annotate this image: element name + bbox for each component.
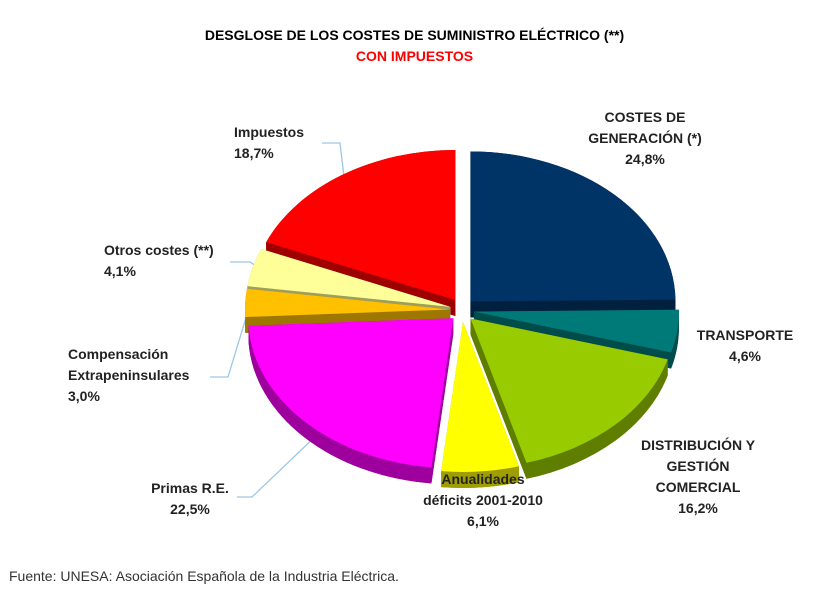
category-label: COSTES DE GENERACIÓN (*) <box>588 109 702 146</box>
leader-line <box>322 142 346 186</box>
value-label: 4,6% <box>729 348 761 364</box>
value-label: 18,7% <box>234 145 274 161</box>
category-label: Compensación Extrapeninsulares <box>68 346 190 383</box>
slice-label: Otros costes (**) 4,1% <box>104 240 324 282</box>
leader-line <box>237 431 321 498</box>
chart-subtitle: CON IMPUESTOS <box>355 48 474 64</box>
slice-label: Anualidades déficits 2001-2010 6,1% <box>373 469 593 532</box>
category-label: Primas R.E. <box>151 480 229 496</box>
slice-group <box>441 321 519 488</box>
chart-title: DESGLOSE DE LOS COSTES DE SUMINISTRO ELÉ… <box>204 27 625 43</box>
slice <box>247 248 451 307</box>
slice <box>473 309 679 353</box>
slice-rim <box>248 325 432 484</box>
slice-rim <box>441 466 519 488</box>
value-label: 22,5% <box>170 501 210 517</box>
slice-label: Primas R.E. 22,5% <box>80 478 300 520</box>
category-label: DISTRIBUCIÓN Y GESTIÓN COMERCIAL <box>640 437 756 495</box>
value-label: 24,8% <box>625 151 665 167</box>
slice-rim <box>526 359 668 479</box>
slice-label: Compensación Extrapeninsulares 3,0% <box>68 344 288 407</box>
slice <box>470 151 676 302</box>
slice <box>470 318 668 463</box>
category-label: Anualidades déficits 2001-2010 <box>423 471 543 508</box>
value-label: 3,0% <box>68 388 100 404</box>
slice <box>266 150 456 301</box>
value-label: 16,2% <box>678 500 718 516</box>
slice-label: TRANSPORTE 4,6% <box>635 325 829 367</box>
slice <box>245 288 451 318</box>
leaders <box>210 142 346 498</box>
slice <box>248 318 454 468</box>
category-label: Impuestos <box>234 124 305 140</box>
slice-label: Impuestos 18,7% <box>234 122 454 164</box>
slice-label: COSTES DE GENERACIÓN (*) 24,8% <box>535 107 755 170</box>
category-label: TRANSPORTE <box>696 327 794 343</box>
slice-label: DISTRIBUCIÓN Y GESTIÓN COMERCIAL 16,2% <box>588 435 808 519</box>
slice <box>441 321 519 472</box>
slice-group <box>470 318 668 479</box>
value-label: 4,1% <box>104 263 136 279</box>
category-label: Otros costes (**) <box>104 242 214 258</box>
slice-wall <box>431 318 454 484</box>
slice-rim <box>671 309 679 369</box>
value-label: 6,1% <box>467 513 499 529</box>
source-note: Fuente: UNESA: Asociación Española de la… <box>9 568 399 584</box>
slice-group <box>248 318 454 484</box>
slice-wall <box>470 318 527 479</box>
slice-group <box>470 151 676 318</box>
leader-line <box>210 297 253 378</box>
